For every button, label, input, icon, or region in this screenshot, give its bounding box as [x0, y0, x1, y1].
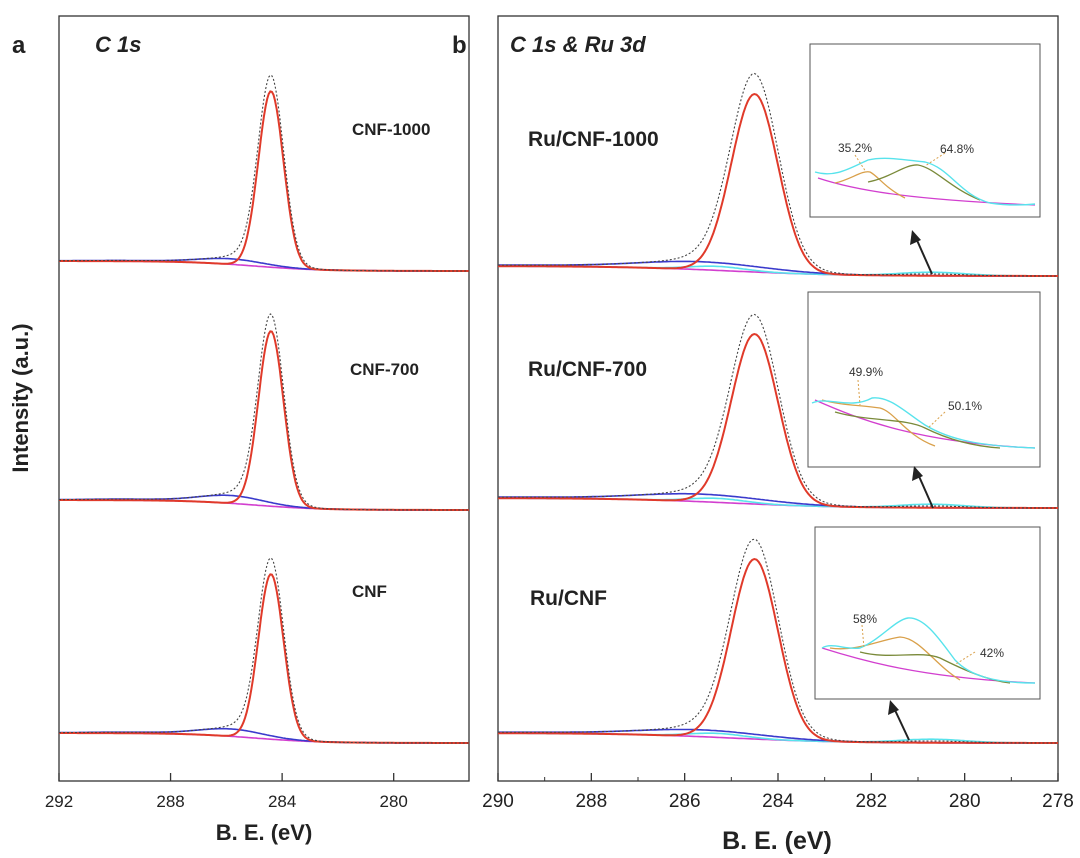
- x-tick-label: 286: [669, 791, 701, 812]
- series-label-cnf: CNF: [352, 582, 387, 601]
- panel-b-curves: [498, 72, 1058, 744]
- envelope-curve: [498, 72, 1058, 277]
- main-peak-curve: [498, 92, 1058, 277]
- side-peak-curve: [58, 727, 469, 744]
- inset-ru-cnf-700: 49.9% 50.1%: [807, 291, 1041, 468]
- x-tick-label: 280: [380, 792, 408, 811]
- x-tick-label: 284: [762, 791, 794, 812]
- spectrum-cnf-1000: [59, 74, 469, 272]
- panel-b-x-ticks: 290 288 286 284 282 280 278: [482, 773, 1074, 812]
- background-curve: [59, 260, 469, 272]
- panel-a-letter: a: [12, 32, 26, 59]
- panel-b-x-axis-label: B. E. (eV): [722, 827, 832, 855]
- inset-percent-label: 58%: [853, 612, 877, 626]
- envelope-curve: [498, 538, 1058, 744]
- inset-arrows: [888, 230, 934, 741]
- panel-a-title: C 1s: [95, 32, 141, 57]
- inset-frame: [809, 43, 1041, 218]
- inset-percent-label: 49.9%: [849, 365, 883, 379]
- series-label-ru-cnf-1000: Ru/CNF-1000: [528, 128, 659, 151]
- panel-a-x-axis-label: B. E. (eV): [216, 820, 313, 845]
- inset-arrow: [915, 237, 933, 275]
- side-peak-curve: [59, 494, 469, 511]
- arrowhead: [910, 230, 921, 245]
- inset-arrow: [893, 707, 910, 741]
- x-tick-label: 284: [268, 792, 296, 811]
- x-tick-label: 288: [575, 791, 607, 812]
- envelope-curve: [59, 74, 469, 272]
- envelope-curve: [498, 313, 1058, 509]
- envelope-curve: [59, 313, 469, 511]
- inset-component-1: [834, 171, 906, 199]
- ru-component-curve: [498, 497, 1058, 509]
- inset-ru-cnf: 58% 42%: [814, 526, 1041, 700]
- panel-b-letter: b: [452, 32, 467, 59]
- inset-envelope: [814, 157, 1036, 206]
- inset-component-1: [821, 399, 936, 447]
- inset-percent-label: 35.2%: [838, 141, 872, 155]
- spectrum-cnf-700: [59, 313, 469, 511]
- main-peak-curve: [59, 573, 469, 744]
- ru-component-curve: [498, 732, 1058, 744]
- main-peak-curve: [498, 557, 1058, 744]
- series-label-cnf-700: CNF-700: [350, 360, 419, 379]
- spectrum-cnf: [58, 557, 469, 744]
- inset-component-2: [834, 411, 1001, 449]
- inset-ru-cnf-1000: 35.2% 64.8%: [809, 43, 1041, 218]
- inset-arrow: [917, 473, 934, 509]
- inset-frame: [807, 291, 1041, 468]
- spectrum-ru-cnf: [498, 538, 1058, 744]
- x-tick-label: 288: [156, 792, 184, 811]
- inset-callout-line: [857, 379, 861, 406]
- spectrum-ru-cnf-1000: [498, 72, 1058, 277]
- x-tick-label: 278: [1042, 791, 1074, 812]
- main-peak-curve: [59, 90, 469, 272]
- main-peak-curve: [59, 330, 469, 511]
- series-label-ru-cnf-700: Ru/CNF-700: [528, 358, 647, 381]
- panel-a-x-ticks: 292 288 284 280: [45, 773, 408, 811]
- inset-frame: [814, 526, 1041, 700]
- inset-percent-label: 42%: [980, 646, 1004, 660]
- main-peak-curve: [498, 332, 1058, 509]
- inset-callout-line: [854, 154, 867, 173]
- inset-percent-label: 64.8%: [940, 142, 974, 156]
- series-label-ru-cnf: Ru/CNF: [530, 587, 607, 610]
- x-tick-label: 290: [482, 791, 514, 812]
- inset-percent-label: 50.1%: [948, 399, 982, 413]
- inset-envelope: [821, 617, 1036, 684]
- inset-envelope: [811, 397, 1036, 449]
- panel-a-curves: [58, 74, 469, 744]
- panel-b-title: C 1s & Ru 3d: [510, 32, 646, 57]
- panel-a-frame: [58, 15, 470, 782]
- spectrum-ru-cnf-700: [498, 313, 1058, 509]
- x-tick-label: 280: [949, 791, 981, 812]
- x-tick-label: 292: [45, 792, 73, 811]
- ru-component-curve: [498, 265, 1058, 277]
- envelope-curve: [58, 557, 469, 744]
- inset-component-2: [867, 164, 981, 201]
- arrowhead: [888, 700, 899, 715]
- x-tick-label: 282: [855, 791, 887, 812]
- arrowhead: [912, 466, 923, 481]
- series-label-cnf-1000: CNF-1000: [352, 120, 430, 139]
- y-axis-label: Intensity (a.u.): [8, 323, 33, 472]
